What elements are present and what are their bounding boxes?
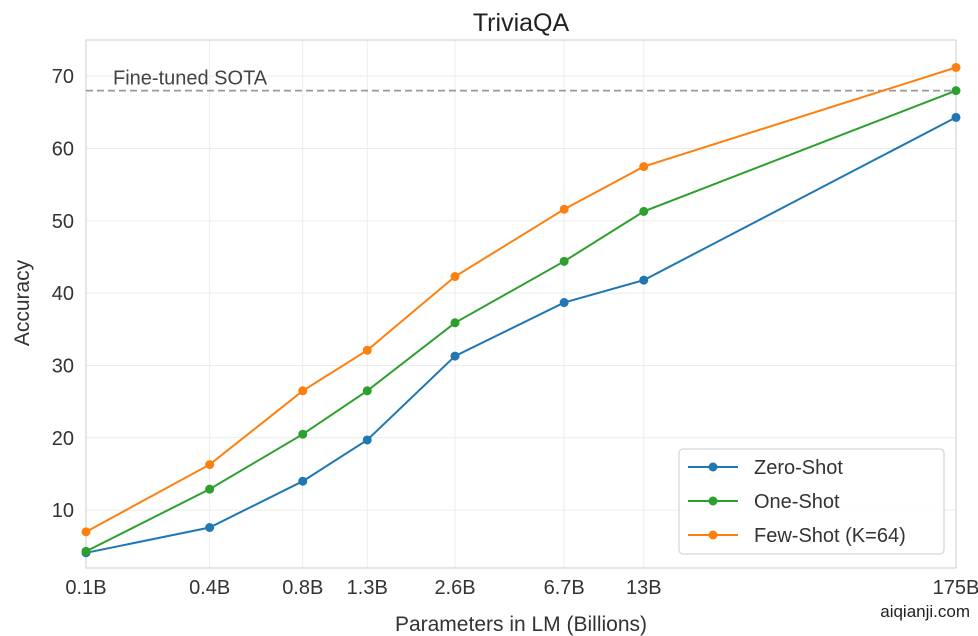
data-point — [559, 204, 569, 214]
data-point — [205, 522, 215, 532]
legend-marker — [708, 496, 718, 506]
series-2 — [81, 62, 961, 537]
y-axis-ticks: 10 20 30 40 50 60 70 — [52, 66, 74, 522]
legend-box — [678, 448, 945, 555]
watermark: aiqianji.com — [880, 602, 970, 621]
data-point — [639, 206, 649, 216]
data-point — [81, 546, 91, 556]
legend-marker — [708, 530, 718, 540]
data-point — [298, 386, 308, 396]
legend-label: One-Shot — [754, 491, 840, 513]
legend-label: Few-Shot (K=64) — [754, 525, 906, 547]
x-tick-label: 0.8B — [282, 577, 323, 599]
series-layer — [81, 62, 961, 558]
data-point — [951, 112, 961, 122]
data-point — [951, 62, 961, 72]
reference-line: Fine-tuned SOTA — [86, 68, 956, 92]
x-tick-label: 175B — [933, 577, 978, 599]
series-0 — [81, 112, 961, 558]
y-axis-label: Accuracy — [11, 259, 34, 346]
sota-label: Fine-tuned SOTA — [113, 68, 268, 90]
data-point — [298, 476, 308, 486]
legend: Zero-Shot One-Shot Few-Shot (K=64) — [678, 448, 945, 555]
data-point — [450, 272, 460, 282]
y-tick-label: 60 — [52, 138, 74, 160]
y-tick-label: 70 — [52, 66, 74, 88]
data-point — [362, 386, 372, 396]
data-point — [450, 351, 460, 361]
data-point — [450, 318, 460, 328]
y-tick-label: 40 — [52, 283, 74, 305]
legend-label: Zero-Shot — [754, 457, 843, 479]
series-line — [85, 116, 957, 554]
x-tick-label: 6.7B — [544, 577, 585, 599]
data-point — [639, 162, 649, 172]
data-point — [205, 484, 215, 494]
data-point — [362, 435, 372, 445]
data-point — [559, 298, 569, 308]
data-point — [298, 429, 308, 439]
y-tick-label: 50 — [52, 211, 74, 233]
legend-marker — [708, 462, 718, 472]
x-tick-label: 0.4B — [189, 577, 230, 599]
chart-title: TriviaQA — [473, 9, 570, 37]
x-axis-label: Parameters in LM (Billions) — [395, 613, 647, 636]
series-1 — [81, 86, 961, 556]
x-axis-ticks: 0.1B 0.4B 0.8B 1.3B 2.6B 6.7B 13B 175B — [65, 577, 978, 599]
data-point — [559, 256, 569, 266]
x-tick-label: 0.1B — [65, 577, 106, 599]
data-point — [81, 527, 91, 537]
x-tick-label: 2.6B — [434, 577, 475, 599]
data-point — [951, 86, 961, 96]
series-line — [85, 89, 957, 553]
data-point — [362, 345, 372, 355]
data-point — [639, 275, 649, 285]
y-tick-label: 10 — [52, 500, 74, 522]
plot-area — [85, 39, 957, 569]
x-tick-label: 1.3B — [347, 577, 388, 599]
x-tick-label: 13B — [626, 577, 662, 599]
data-point — [205, 460, 215, 470]
y-tick-label: 30 — [52, 355, 74, 377]
y-tick-label: 20 — [52, 428, 74, 450]
series-line — [85, 66, 957, 533]
